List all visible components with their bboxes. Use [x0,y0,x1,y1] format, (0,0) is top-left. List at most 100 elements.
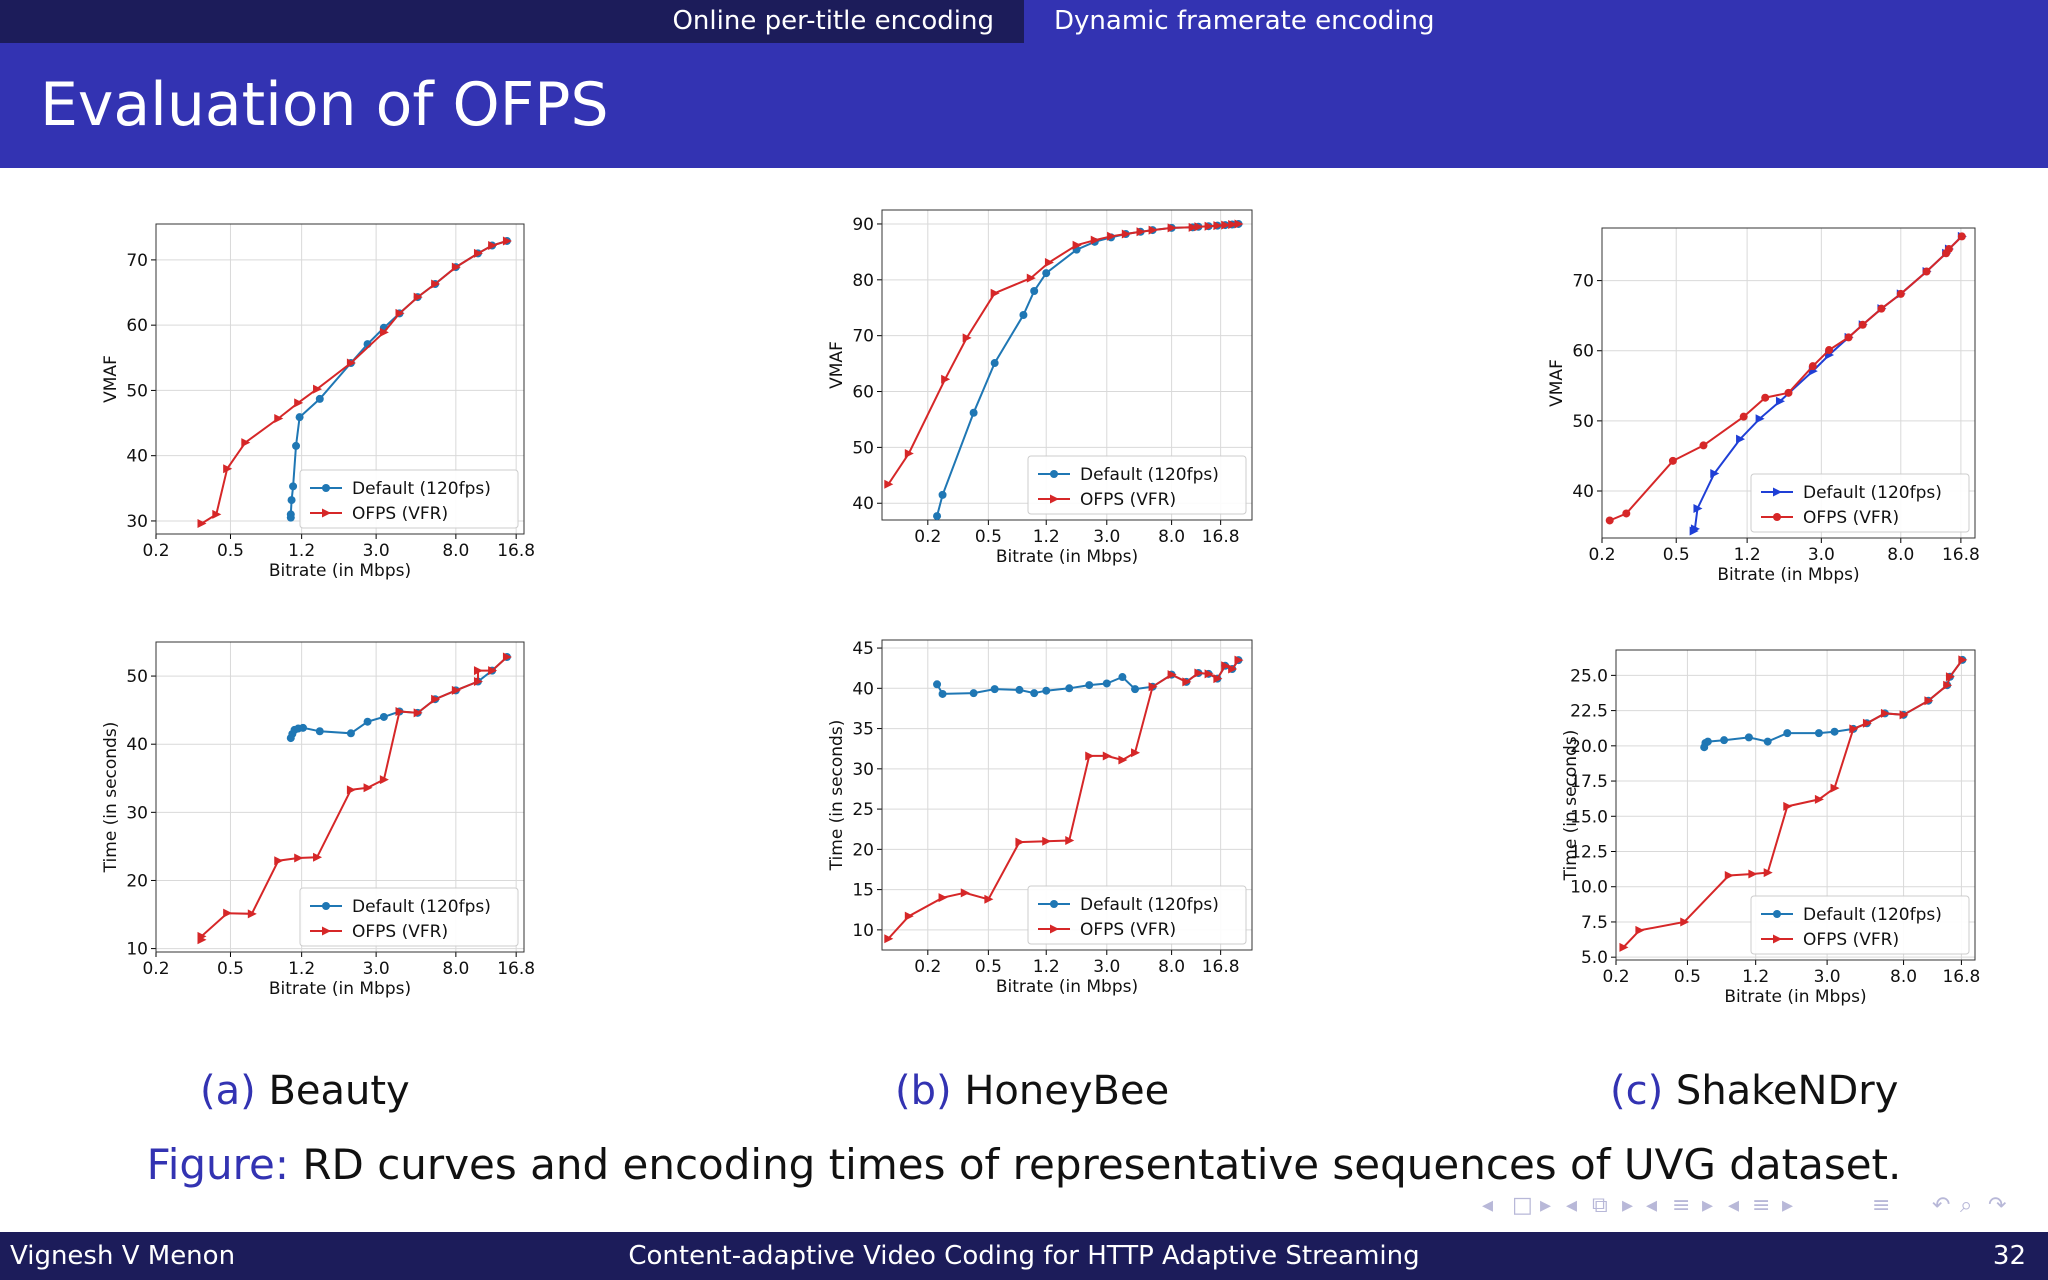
data-point [1773,910,1781,918]
nav-section-online-per-title[interactable]: Online per-title encoding [672,6,994,36]
legend: Default (120fps) OFPS (VFR) [1027,885,1247,945]
data-point [933,680,942,689]
x-tick-label: 1.2 [1033,527,1060,547]
data-point [1188,222,1198,232]
data-point [1102,679,1111,688]
data-point [1136,227,1146,237]
nav-symbol-icon[interactable]: ◂ [1482,1193,1494,1218]
data-point [1739,412,1748,421]
data-point [313,384,323,394]
data-point [223,464,233,474]
x-tick-label: 8.0 [1158,527,1185,547]
data-point [346,785,356,795]
nav-symbol-icon[interactable]: ≡ [1872,1193,1891,1218]
x-tick-label: 0.5 [217,541,244,561]
data-point [1213,674,1223,684]
data-point [1958,655,1968,665]
nav-symbol-icon[interactable]: ◂ [1728,1193,1740,1218]
data-point [960,888,970,898]
data-point [298,723,307,732]
nav-symbol-icon[interactable]: ≡ [1752,1193,1771,1218]
data-point [1862,718,1872,728]
y-tick-label: 40 [852,679,874,699]
x-tick-label: 16.8 [1942,545,1980,565]
y-tick-label: 15 [852,881,874,901]
data-point [938,893,948,903]
data-point [1204,669,1214,679]
data-point [223,908,233,918]
nav-symbol-icon[interactable]: ≡ [1672,1193,1691,1218]
data-point [1880,708,1890,718]
data-point [1019,311,1028,320]
y-tick-label: 40 [126,735,148,755]
x-axis-label: Bitrate (in Mbps) [269,979,411,999]
subfigure-text: Beauty [268,1068,410,1114]
nav-section-dynamic-framerate[interactable]: Dynamic framerate encoding [1054,6,1435,36]
nav-symbol-icon[interactable]: ▸ [1540,1193,1552,1218]
subfigure-text: ShakeNDry [1675,1068,1899,1114]
data-point [313,852,323,862]
nav-symbol-icon[interactable]: ◂ [1566,1193,1578,1218]
nav-symbol-icon[interactable]: ▸ [1702,1193,1714,1218]
data-point [1748,869,1758,879]
nav-symbol-icon[interactable]: ⌕ [1960,1193,1973,1218]
data-point [451,262,461,272]
data-point [1065,835,1075,845]
y-tick-label: 70 [1572,272,1594,292]
data-point [1228,220,1238,230]
x-tick-label: 0.5 [217,959,244,979]
nav-symbol-icon[interactable]: ↷ [1988,1193,2007,1218]
data-point [1605,516,1614,525]
nav-symbol-icon[interactable]: ⧉ [1592,1193,1608,1218]
data-point [1042,269,1051,278]
data-point [1784,388,1793,397]
y-tick-label: 50 [126,667,148,687]
data-point [1763,737,1772,746]
legend-box [1750,895,1970,955]
plot-frame [1601,227,1976,539]
data-point [1690,524,1700,534]
data-point [938,689,947,698]
frame-title-bar: Evaluation of OFPS [0,43,2048,168]
y-tick-label: 30 [852,760,874,780]
data-point [1635,925,1645,935]
nav-symbol-icon[interactable]: ▸ [1782,1193,1794,1218]
y-tick-label: 80 [852,271,874,291]
x-tick-label: 16.8 [497,541,535,561]
x-tick-label: 0.2 [1602,967,1629,987]
data-point [1775,396,1785,406]
data-point [1118,755,1128,765]
plot-frame [881,209,1253,521]
data-point [933,512,942,521]
nav-symbol-icon[interactable]: ↶ [1932,1193,1951,1218]
data-point [990,359,999,368]
footer-page-number: 32 [1992,1241,2026,1271]
y-tick-label: 15.0 [1570,807,1608,827]
data-point [1744,733,1753,742]
data-point [287,496,296,505]
data-point [1783,801,1793,811]
data-point [247,909,257,919]
data-point [1148,682,1158,692]
nav-symbol-icon[interactable]: ▸ [1622,1193,1634,1218]
data-point [1924,696,1934,706]
nav-symbol-icon[interactable]: □ [1512,1193,1533,1218]
data-point [1622,509,1631,518]
data-point [379,775,389,785]
data-point [1944,245,1953,254]
data-point [990,685,999,694]
x-tick-label: 1.2 [288,959,315,979]
y-tick-label: 70 [126,251,148,271]
nav-symbol-icon[interactable]: ◂ [1646,1193,1658,1218]
chart-beauty-time: 0.2 0.5 1.2 3.0 8.0 16.8 10 20 30 40 50 Bitrate (in… [101,641,535,999]
data-point [1957,232,1966,241]
legend-label: OFPS (VFR) [1803,508,1899,528]
x-tick-label: 8.0 [1887,545,1914,565]
legend-label: Default (120fps) [352,897,491,917]
data-point [379,327,389,337]
data-point [1050,494,1059,504]
y-axis-label: VMAF [101,355,121,403]
data-point [1773,934,1782,944]
series-ofps [1605,232,1966,525]
x-axis-label: Bitrate (in Mbps) [996,547,1138,567]
